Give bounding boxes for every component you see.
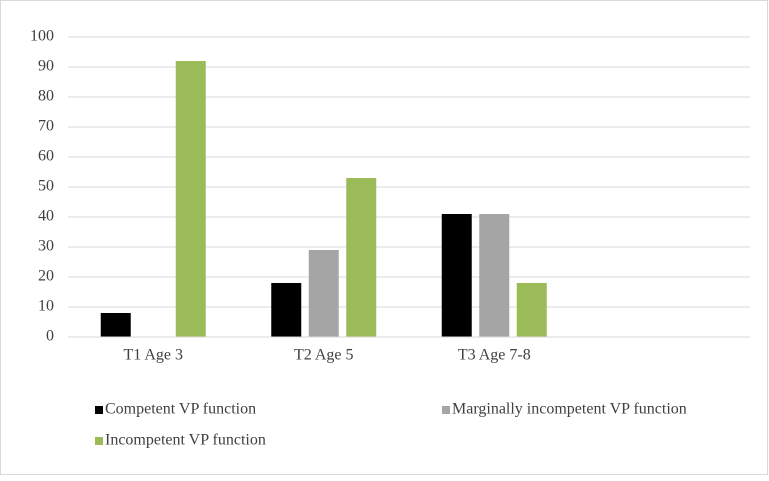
legend-swatch <box>95 406 103 414</box>
legend-label: Incompetent VP function <box>105 432 266 449</box>
y-tick-label: 40 <box>38 208 54 225</box>
y-tick-label: 0 <box>46 328 54 345</box>
x-tick-label: T1 Age 3 <box>123 347 183 364</box>
bar <box>308 250 339 337</box>
y-tick-label: 30 <box>38 238 54 255</box>
legend-swatch <box>442 406 450 414</box>
legend-label: Marginally incompetent VP function <box>452 401 687 418</box>
bar <box>100 313 131 337</box>
bar <box>479 214 510 337</box>
bar <box>516 283 547 337</box>
y-tick-label: 80 <box>38 88 54 105</box>
bar <box>271 283 302 337</box>
bar <box>175 61 206 337</box>
bar <box>441 214 472 337</box>
y-tick-label: 60 <box>38 148 54 165</box>
legend-swatch <box>95 437 103 445</box>
bar <box>346 178 377 337</box>
x-tick-label: T3 Age 7-8 <box>458 347 531 364</box>
y-tick-label: 100 <box>30 28 54 45</box>
x-tick-label: T2 Age 5 <box>294 347 354 364</box>
y-tick-label: 70 <box>38 118 54 135</box>
y-tick-label: 10 <box>38 298 54 315</box>
y-tick-label: 50 <box>38 178 54 195</box>
y-tick-label: 20 <box>38 268 54 285</box>
y-tick-label: 90 <box>38 58 54 75</box>
legend-label: Competent VP function <box>105 401 256 418</box>
